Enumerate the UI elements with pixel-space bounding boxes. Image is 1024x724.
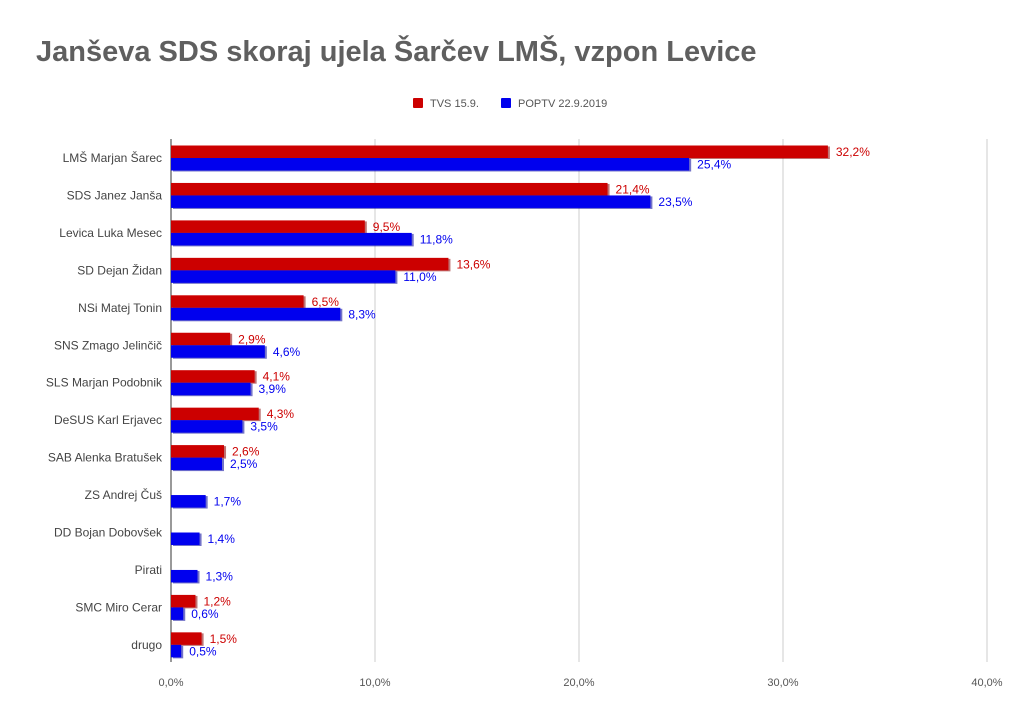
category-label: DD Bojan Dobovšek: [54, 526, 163, 540]
bar-poptv: [171, 307, 341, 321]
data-label-poptv: 1,3%: [206, 569, 234, 583]
bar-tvs: [171, 407, 259, 421]
bar-poptv: [171, 158, 690, 171]
category-label: DeSUS Karl Erjavec: [54, 413, 162, 427]
data-label-tvs: 1,2%: [203, 594, 231, 608]
bar-tvs: [171, 594, 196, 608]
chart-title: Janševa SDS skoraj ujela Šarčev LMŠ, vzp…: [36, 36, 757, 68]
bar-tvs: [171, 182, 608, 196]
bar-poptv: [171, 607, 184, 620]
data-label-tvs: 4,1%: [263, 370, 291, 384]
x-tick-label: 10,0%: [359, 677, 390, 689]
data-label-tvs: 1,5%: [210, 632, 238, 646]
bar-tvs: [171, 145, 828, 158]
bar-poptv: [171, 270, 396, 283]
bar-tvs: [171, 220, 365, 233]
data-label-poptv: 0,6%: [191, 607, 219, 621]
bar-poptv: [171, 345, 265, 358]
bar-tvs: [171, 332, 231, 346]
data-label-poptv: 1,7%: [214, 495, 242, 509]
category-label: LMŠ Marjan Šarec: [63, 150, 162, 165]
category-label: Pirati: [135, 563, 162, 577]
bar-poptv: [171, 195, 651, 208]
data-label-tvs: 6,5%: [312, 295, 340, 309]
data-label-tvs: 4,3%: [267, 407, 295, 421]
legend-swatch-tvs: [413, 98, 423, 108]
bar-poptv: [171, 532, 200, 545]
bar-poptv: [171, 495, 206, 508]
category-label: SAB Alenka Bratušek: [48, 451, 163, 465]
data-label-tvs: 21,4%: [616, 182, 650, 196]
category-label: ZS Andrej Čuš: [85, 487, 162, 502]
bar-poptv: [171, 569, 198, 583]
category-label: drugo: [131, 638, 162, 652]
bar-poptv: [171, 644, 182, 658]
data-label-poptv: 4,6%: [273, 345, 301, 359]
bar-tvs: [171, 370, 255, 383]
bar-poptv: [171, 420, 243, 433]
category-label: SDS Janez Janša: [67, 188, 163, 202]
category-label: SNS Zmago Jelinčič: [54, 338, 162, 352]
legend-label-tvs: TVS 15.9.: [430, 98, 479, 110]
category-label: SD Dejan Židan: [77, 262, 162, 277]
bar-poptv: [171, 382, 251, 396]
data-label-tvs: 32,2%: [836, 145, 870, 159]
data-label-poptv: 3,9%: [259, 382, 287, 396]
x-tick-label: 20,0%: [563, 677, 594, 689]
data-label-poptv: 3,5%: [250, 420, 278, 434]
data-label-poptv: 25,4%: [697, 158, 731, 172]
legend-label-poptv: POPTV 22.9.2019: [518, 98, 607, 110]
data-label-poptv: 11,0%: [403, 270, 436, 284]
category-label: SLS Marjan Podobnik: [46, 376, 163, 390]
data-label-poptv: 0,5%: [189, 644, 217, 658]
x-tick-label: 40,0%: [971, 677, 1002, 689]
x-tick-label: 0,0%: [158, 677, 183, 689]
data-label-poptv: 11,8%: [420, 232, 453, 246]
data-label-poptv: 1,4%: [208, 532, 236, 546]
data-label-poptv: 8,3%: [348, 307, 376, 321]
bar-tvs: [171, 257, 449, 271]
x-tick-label: 30,0%: [767, 677, 798, 689]
bar-tvs: [171, 295, 304, 308]
category-label: SMC Miro Cerar: [75, 600, 162, 614]
data-label-tvs: 13,6%: [456, 257, 490, 271]
data-label-poptv: 23,5%: [658, 195, 692, 209]
bar-poptv: [171, 457, 222, 471]
bar-tvs: [171, 632, 202, 645]
legend-swatch-poptv: [501, 98, 511, 108]
category-label: NSi Matej Tonin: [78, 301, 162, 315]
bar-poptv: [171, 232, 412, 246]
data-label-tvs: 2,9%: [238, 332, 266, 346]
data-label-tvs: 2,6%: [232, 445, 260, 459]
category-label: Levica Luka Mesec: [59, 226, 162, 240]
data-label-poptv: 2,5%: [230, 457, 258, 471]
bar-tvs: [171, 445, 225, 458]
data-label-tvs: 9,5%: [373, 220, 401, 234]
